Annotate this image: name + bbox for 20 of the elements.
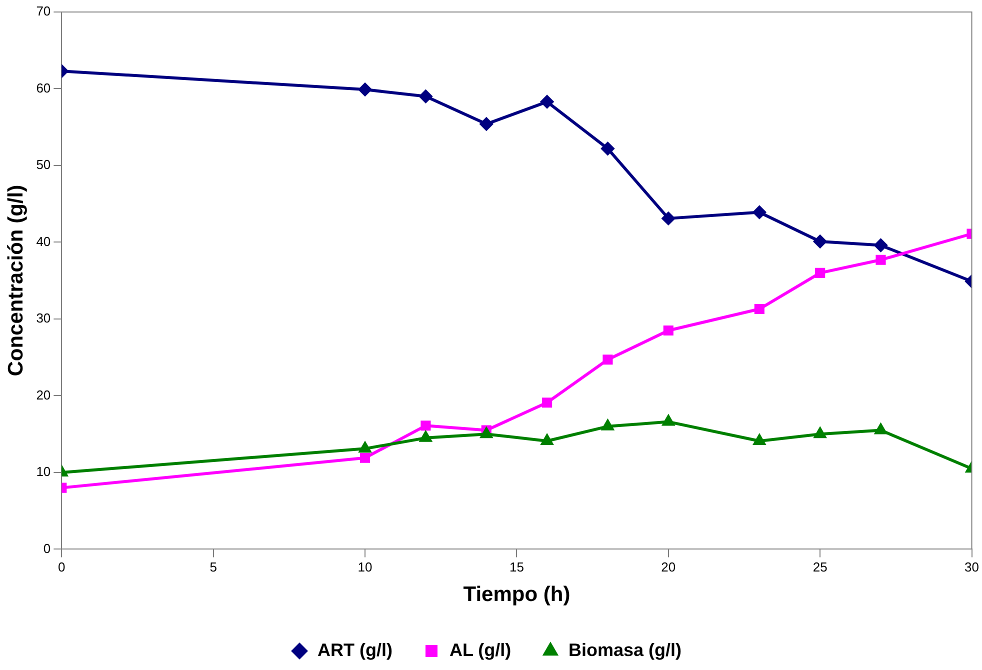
legend-label: AL (g/l) [449, 640, 512, 660]
x-tick-label: 20 [661, 560, 676, 575]
y-tick-label: 70 [36, 4, 51, 19]
x-tick-label: 0 [58, 560, 66, 575]
y-tick-label: 30 [36, 310, 51, 326]
x-tick-label: 5 [210, 560, 217, 575]
y-axis-title: Concentración (g/l) [4, 184, 28, 376]
y-tick-label: 0 [43, 540, 51, 556]
y-tick-label: 20 [36, 387, 51, 402]
x-tick-label: 10 [358, 560, 372, 575]
x-tick-label: 30 [964, 560, 980, 575]
x-axis-title: Tiempo (h) [463, 583, 570, 606]
legend-label: ART (g/l) [318, 640, 392, 660]
y-tick-label: 40 [36, 234, 51, 249]
legend-label: Biomasa (g/l) [568, 640, 682, 660]
x-tick-label: 15 [509, 560, 524, 575]
y-tick-label: 10 [36, 464, 51, 480]
y-tick-label: 50 [36, 157, 51, 172]
y-tick-label: 60 [36, 80, 51, 96]
x-tick-label: 25 [812, 560, 828, 575]
